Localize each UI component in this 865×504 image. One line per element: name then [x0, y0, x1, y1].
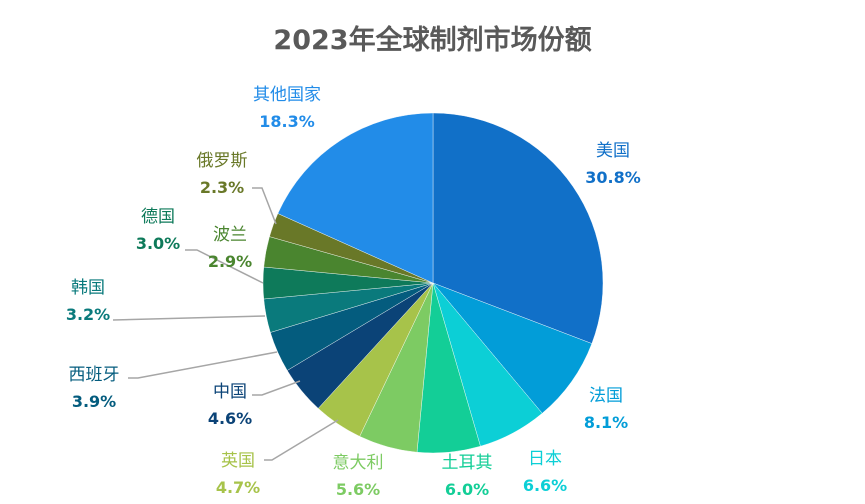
- slice-label: 俄罗斯: [197, 151, 248, 171]
- leader-line: [185, 249, 264, 284]
- slice-label: 韩国: [71, 278, 105, 298]
- leader-line: [264, 419, 339, 461]
- leader-line: [252, 187, 277, 225]
- slice-value-label: 2.3%: [200, 178, 244, 197]
- slice-value-label: 4.6%: [208, 409, 252, 428]
- slice-label: 西班牙: [69, 365, 120, 385]
- slice-value-label: 3.0%: [136, 234, 180, 253]
- slice-label: 其他国家: [253, 85, 321, 105]
- slice-value-label: 6.0%: [445, 480, 489, 499]
- slice-value-label: 8.1%: [584, 413, 628, 432]
- leader-line: [128, 351, 278, 379]
- slice-label: 英国: [221, 451, 255, 471]
- pie-slice-0: [432, 112, 604, 344]
- slice-label: 波兰: [213, 225, 247, 245]
- slice-value-label: 3.9%: [72, 392, 116, 411]
- slice-label: 法国: [589, 386, 623, 406]
- slice-value-label: 6.6%: [523, 476, 567, 495]
- slice-value-label: 4.7%: [216, 478, 260, 497]
- slice-label: 中国: [213, 382, 247, 402]
- slice-label: 日本: [528, 449, 562, 469]
- leader-line: [112, 315, 266, 321]
- chart-title: 2023年全球制剂市场份额: [273, 25, 592, 56]
- slice-value-label: 18.3%: [259, 112, 315, 131]
- slice-value-label: 5.6%: [336, 480, 380, 499]
- slice-label: 意大利: [333, 453, 384, 473]
- slice-label: 美国: [596, 141, 630, 161]
- leader-line: [252, 380, 301, 396]
- pie-slice-12: [277, 112, 434, 284]
- slice-label: 土耳其: [442, 453, 493, 473]
- slice-value-label: 2.9%: [208, 252, 252, 271]
- slice-value-label: 3.2%: [66, 305, 110, 324]
- slice-label: 德国: [141, 207, 175, 227]
- slice-value-label: 30.8%: [585, 168, 641, 187]
